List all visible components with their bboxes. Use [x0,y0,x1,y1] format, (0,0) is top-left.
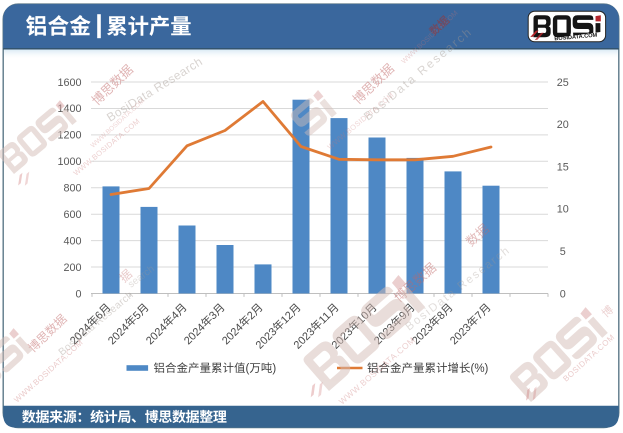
svg-text:1600: 1600 [57,77,81,89]
svg-text:0: 0 [560,288,566,300]
svg-text:25: 25 [557,77,569,89]
svg-text:400: 400 [63,235,81,247]
svg-text:5: 5 [560,246,566,258]
svg-text:800: 800 [63,183,81,195]
svg-text:): ) [272,363,276,375]
svg-text:1200: 1200 [57,130,81,142]
svg-text:BOSIDATA.COM: BOSIDATA.COM [554,33,598,43]
svg-text:600: 600 [63,209,81,221]
svg-text:(: ( [246,363,250,375]
svg-text:15: 15 [557,161,569,173]
svg-text:0: 0 [75,288,81,300]
svg-text:(%): (%) [471,363,489,375]
svg-text:1000: 1000 [57,156,81,168]
svg-text:20: 20 [557,119,569,131]
svg-text:10: 10 [557,204,569,216]
svg-text:200: 200 [63,262,81,274]
